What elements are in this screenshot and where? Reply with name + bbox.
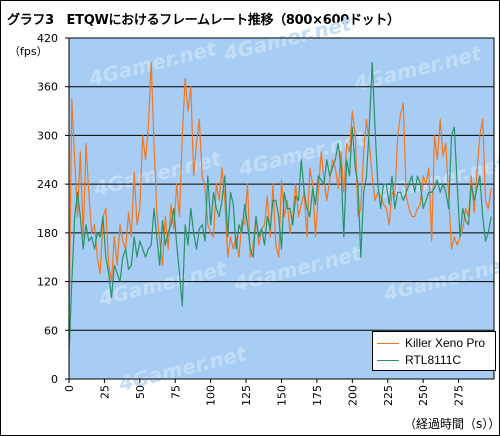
series-line-killer-xeno-pro xyxy=(68,61,492,331)
y-tick-label: 60 xyxy=(44,324,58,337)
legend-item-killer-xeno-pro: Killer Xeno Pro xyxy=(377,336,485,350)
x-tick-label: 225 xyxy=(382,385,395,406)
x-tick-label: 125 xyxy=(240,385,253,406)
y-tick-label: 180 xyxy=(37,227,58,240)
y-tick-label: 240 xyxy=(37,178,58,191)
x-tick-labels: 0 25 50 75 100 125 150 175 200 225 250 275 xyxy=(63,379,466,406)
x-tick-label: 200 xyxy=(346,385,359,406)
legend-label-killer-xeno-pro: Killer Xeno Pro xyxy=(405,336,486,350)
grid-lines xyxy=(69,86,494,331)
y-tick-label: 420 xyxy=(37,32,58,45)
x-tick-label: 250 xyxy=(417,385,430,406)
x-axis-label: （経過時間（s）） xyxy=(404,417,500,431)
y-tick-label: 120 xyxy=(37,276,58,289)
x-tick-label: 75 xyxy=(169,385,182,399)
x-tick-label: 25 xyxy=(98,385,111,399)
y-tick-label: 360 xyxy=(37,81,58,94)
y-tick-label: 300 xyxy=(37,129,58,142)
legend-swatch-killer-xeno-pro xyxy=(377,342,399,344)
y-axis-label: （fps） xyxy=(9,45,48,58)
legend-item-rtl8111c: RTL8111C xyxy=(377,353,461,367)
legend-swatch-rtl8111c xyxy=(377,359,399,361)
x-tick-label: 100 xyxy=(205,385,218,406)
x-tick-label: 150 xyxy=(276,385,289,406)
y-tick-labels: 0 60 120 180 240 300 360 420 xyxy=(37,32,69,386)
chart-title: グラフ3 ETQWにおけるフレームレート推移（800×600ドット） xyxy=(7,13,400,28)
y-tick-label: 0 xyxy=(51,373,58,386)
legend: Killer Xeno Pro RTL8111C xyxy=(372,331,496,371)
x-tick-label: 0 xyxy=(63,385,76,392)
x-tick-label: 275 xyxy=(453,385,466,406)
legend-label-rtl8111c: RTL8111C xyxy=(405,353,462,367)
series-line-rtl8111c xyxy=(68,61,492,355)
series-lines xyxy=(68,61,492,355)
x-tick-label: 175 xyxy=(311,385,324,406)
x-tick-label: 50 xyxy=(134,385,147,399)
